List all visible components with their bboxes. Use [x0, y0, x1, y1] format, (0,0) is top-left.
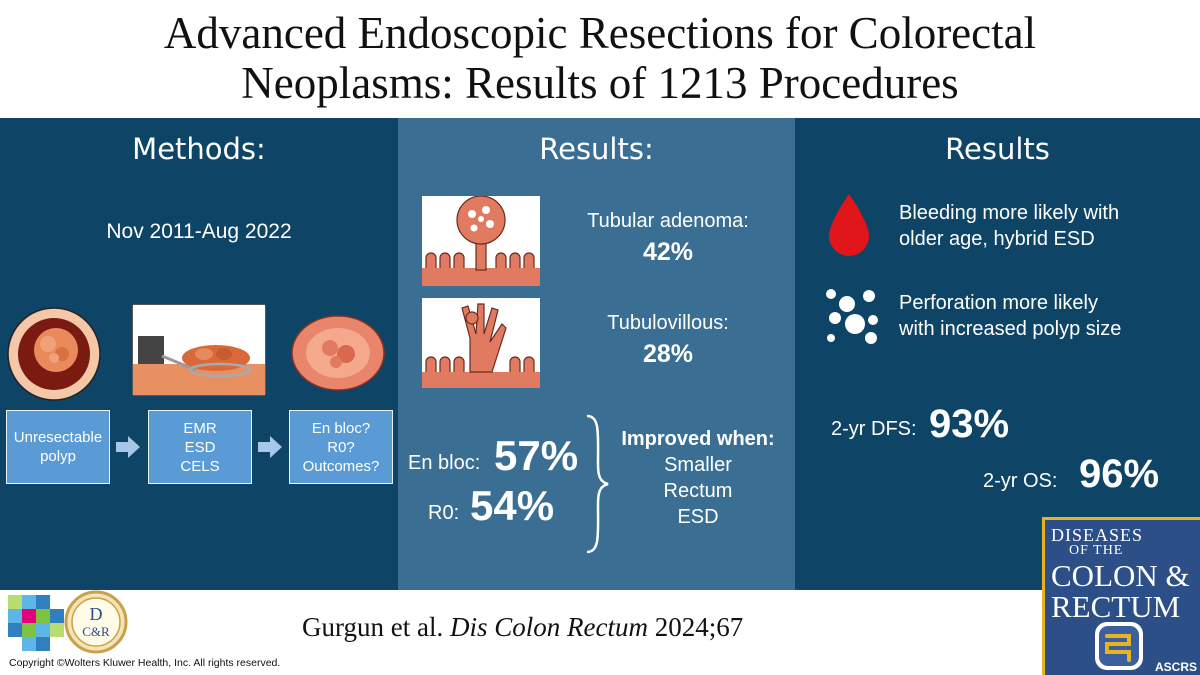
page-title: Advanced Endoscopic Resections for Color… — [0, 0, 1200, 118]
colon-polyp-illustration — [7, 307, 101, 401]
dfs-label: 2-yr DFS: — [831, 418, 917, 440]
flow-arrow-icon — [116, 436, 140, 458]
date-range: Nov 2011-Aug 2022 — [106, 220, 292, 243]
flow-arrow-icon — [258, 436, 282, 458]
cover-line: COLON & — [1051, 558, 1190, 593]
flow-box-line: En bloc? — [311, 419, 371, 437]
copyright-notice: Copyright ©Wolters Kluwer Health, Inc. A… — [9, 657, 281, 669]
en-bloc-value: 57% — [494, 432, 579, 479]
flow-box-line: ESD — [184, 438, 216, 456]
tubulovillous-value: 28% — [642, 340, 694, 368]
flow-box-line: Unresectable — [13, 429, 103, 446]
methods-heading: Methods: — [132, 132, 266, 166]
dcr-seal-letter: D — [90, 604, 103, 624]
results-panel: Results: Tubular adenoma: 42% Tubulovill… — [398, 118, 795, 590]
r0-label: R0: — [428, 502, 460, 524]
r0-value: 54% — [470, 482, 555, 529]
resection-illustration — [132, 304, 266, 396]
citation-year-volume: 2024;67 — [654, 612, 744, 642]
flow-box-unresectable-polyp: Unresectable polyp — [6, 410, 110, 484]
perforation-line: Perforation more likely — [899, 292, 1098, 314]
citation-journal: Dis Colon Rectum — [449, 612, 648, 642]
flow-box-line: polyp — [40, 448, 76, 465]
improved-item: Rectum — [663, 480, 733, 502]
flow-box-line: CELS — [180, 457, 220, 475]
flow-box-procedures: EMR ESD CELS — [148, 410, 252, 484]
perforation-text: Perforation more likely with increased p… — [899, 290, 1121, 342]
bleeding-line: Bleeding more likely with — [899, 202, 1120, 224]
tubulovillous-label: Tubulovillous: — [607, 312, 729, 334]
en-bloc-label: En bloc: — [408, 452, 481, 474]
perforation-line: with increased polyp size — [899, 318, 1122, 340]
title-line-1: Advanced Endoscopic Resections for Color… — [163, 8, 1037, 58]
os-label: 2-yr OS: — [983, 470, 1058, 492]
bleeding-line: older age, hybrid ESD — [899, 228, 1095, 250]
flow-box-outcomes: En bloc? R0? Outcomes? — [289, 410, 393, 484]
results-panel-right: Results Bleeding more likely with older … — [795, 118, 1200, 590]
dcr-seal-logo: D C&R — [64, 590, 128, 654]
tubular-adenoma-illustration — [422, 196, 540, 286]
tubular-adenoma-value: 42% — [642, 238, 694, 266]
curly-brace-icon — [586, 414, 609, 554]
tubulovillous-illustration — [422, 298, 540, 388]
resected-specimen-illustration — [291, 315, 385, 391]
citation: Gurgun et al. Dis Colon Rectum 2024;67 — [302, 612, 743, 643]
blood-drop-icon — [829, 194, 869, 256]
wolters-kluwer-logo — [8, 595, 64, 651]
bubbles-icon — [826, 289, 878, 344]
dcr-seal-letters: C&R — [82, 624, 110, 639]
journal-cover: DISEASES OF THE COLON & RECTUM ASCRS — [1042, 517, 1200, 675]
journal-cover-title: DISEASES OF THE COLON & RECTUM — [1051, 526, 1200, 622]
methods-panel: Methods: Nov 2011-Aug 2022 Unresectable … — [0, 118, 398, 590]
tubular-adenoma-label: Tubular adenoma: — [587, 210, 749, 232]
title-line-2: Neoplasms: Results of 1213 Procedures — [241, 58, 959, 108]
journal-society: ASCRS — [1155, 660, 1198, 674]
improved-when-title: Improved when: — [621, 428, 775, 450]
dfs-value: 93% — [929, 402, 1010, 446]
flow-box-line: EMR — [183, 419, 217, 437]
bleeding-text: Bleeding more likely with older age, hyb… — [899, 200, 1119, 252]
results-heading: Results: — [539, 132, 654, 166]
cover-line: OF THE — [1069, 543, 1124, 558]
citation-authors: Gurgun et al. — [302, 612, 444, 642]
improved-when-block: Improved when: Smaller Rectum ESD — [604, 426, 792, 530]
cover-line: RECTUM — [1051, 589, 1181, 624]
flow-box-line: Outcomes? — [302, 457, 380, 475]
os-value: 96% — [1079, 452, 1160, 496]
cover-line: DISEASES — [1051, 525, 1144, 545]
improved-item: Smaller — [664, 454, 732, 476]
results-right-heading: Results — [945, 132, 1050, 166]
colon-logo-icon — [1095, 622, 1143, 670]
improved-item: ESD — [677, 506, 719, 528]
flow-box-line: R0? — [327, 438, 355, 456]
